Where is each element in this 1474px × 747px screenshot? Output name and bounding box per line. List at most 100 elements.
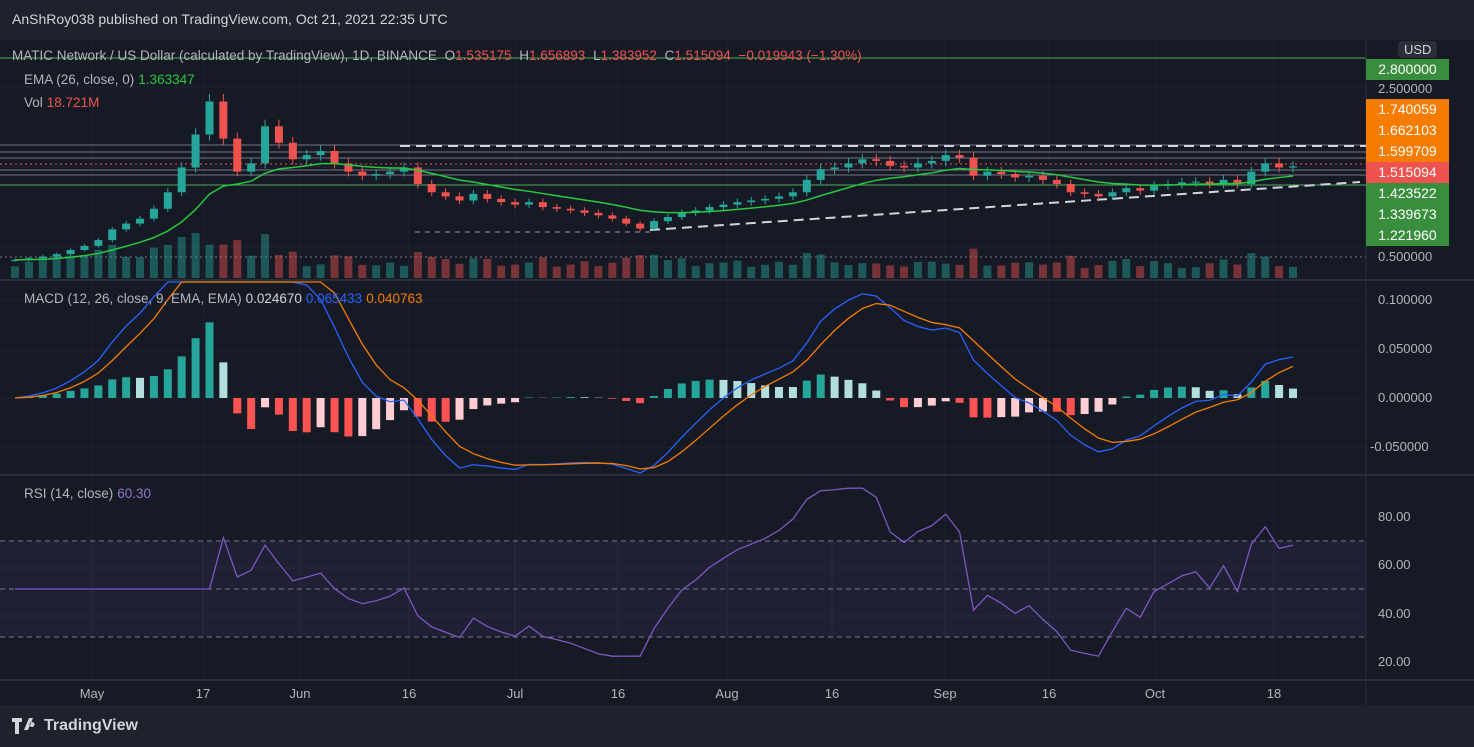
candle-body <box>1177 182 1186 184</box>
macd-histogram-bar <box>247 398 256 429</box>
macd-histogram-bar <box>955 398 964 403</box>
candle-body <box>38 256 47 259</box>
macd-histogram-bar <box>1136 394 1145 398</box>
volume-bar <box>358 264 367 278</box>
volume-bar <box>344 256 353 278</box>
candle-body <box>1066 184 1075 193</box>
candle-body <box>483 193 492 199</box>
candle-body <box>872 159 881 161</box>
macd-histogram-bar <box>524 397 533 398</box>
price-label: 1.423522 <box>1366 183 1449 204</box>
macd-histogram-bar <box>636 398 645 404</box>
macd-value: 0.065433 <box>305 291 363 306</box>
price-label: 1.740059 <box>1366 99 1449 120</box>
volume-bar <box>622 257 631 278</box>
candle-body <box>261 126 270 164</box>
macd-histogram-bar <box>80 388 89 398</box>
chart-canvas[interactable] <box>0 40 1474 705</box>
macd-histogram-bar <box>1025 398 1034 413</box>
ema-line <box>14 162 1294 261</box>
volume-bar <box>663 259 672 278</box>
macd-histogram-bar <box>900 398 909 408</box>
volume-legend[interactable]: Vol 18.721M <box>24 95 103 110</box>
candle-body <box>983 171 992 176</box>
candle-body <box>1052 179 1061 184</box>
volume-bar <box>524 262 533 278</box>
rsi-tick: 40.00 <box>1378 606 1411 621</box>
macd-legend[interactable]: MACD (12, 26, close, 9, EMA, EMA) 0.02467… <box>24 291 427 306</box>
macd-histogram-bar <box>441 398 450 422</box>
macd-histogram-bar <box>497 398 506 404</box>
macd-histogram-bar <box>302 398 311 433</box>
volume-bar <box>80 255 89 278</box>
candle-body <box>274 126 283 143</box>
rsi-legend[interactable]: RSI (14, close) 60.30 <box>24 486 155 501</box>
volume-bar <box>1038 264 1047 278</box>
macd-histogram-bar <box>511 398 520 403</box>
currency-button[interactable]: USD <box>1398 41 1438 58</box>
macd-histogram-bar <box>886 398 895 401</box>
volume-bar <box>1108 260 1117 278</box>
ema-legend[interactable]: EMA (26, close, 0) 1.363347 <box>24 72 199 87</box>
candle-body <box>247 163 256 172</box>
volume-bar <box>1205 263 1214 278</box>
candle-body <box>552 207 561 209</box>
volume-bar <box>1289 266 1297 278</box>
chart-area[interactable]: MATIC Network / US Dollar (calculated by… <box>0 40 1474 705</box>
volume-bar <box>1150 261 1159 278</box>
candle-body <box>233 138 242 172</box>
tradingview-logo[interactable]: TradingView <box>0 705 1474 747</box>
volume-bar <box>636 255 645 278</box>
macd-histogram-bar <box>677 383 686 398</box>
candle-body <box>788 192 797 197</box>
volume-bar <box>247 255 256 278</box>
price-label: 1.599709 <box>1366 141 1449 162</box>
candle-body <box>1247 171 1256 184</box>
volume-bar <box>66 255 75 278</box>
candle-body <box>66 250 75 255</box>
volume-bar <box>608 262 617 278</box>
candle-body <box>497 198 506 203</box>
macd-histogram-bar <box>344 398 353 437</box>
macd-histogram-bar <box>719 379 728 398</box>
volume-bar <box>1094 264 1103 278</box>
macd-histogram-bar <box>205 322 214 398</box>
volume-bar <box>733 260 742 278</box>
macd-histogram-bar <box>983 398 992 418</box>
macd-histogram-bar <box>136 377 145 398</box>
candle-body <box>11 259 19 261</box>
date-tick: Jun <box>289 686 311 701</box>
price-label: 2.800000 <box>1366 59 1449 80</box>
rsi-tick: 20.00 <box>1378 654 1411 669</box>
volume-bar <box>1191 267 1200 278</box>
candle-body <box>608 215 617 219</box>
volume-bar <box>900 266 909 278</box>
volume-bar <box>1233 264 1242 278</box>
publish-text: AnShRoy038 published on TradingView.com,… <box>12 11 448 27</box>
candle-body <box>80 245 89 250</box>
candle-body <box>524 202 533 205</box>
candle-body <box>177 167 186 193</box>
candle-body <box>594 212 603 216</box>
volume-bar <box>1011 262 1020 278</box>
volume-bar <box>677 258 686 278</box>
macd-histogram-bar <box>1205 390 1214 398</box>
macd-histogram-bar <box>233 398 242 414</box>
candle-body <box>566 208 575 211</box>
macd-histogram-bar <box>372 398 381 430</box>
candle-body <box>719 204 728 208</box>
candle-body <box>1011 174 1020 178</box>
macd-histogram-bar <box>705 379 714 398</box>
volume-bar <box>136 257 145 278</box>
macd-histogram-bar <box>622 398 631 401</box>
macd-hist-value: 0.024670 <box>245 291 302 306</box>
volume-bar <box>538 257 547 278</box>
candle-body <box>858 159 867 164</box>
candle-body <box>302 155 311 160</box>
open-value: 1.535175 <box>455 48 512 63</box>
candle-body <box>733 202 742 205</box>
volume-bar <box>872 263 881 278</box>
volume-bar <box>52 255 61 278</box>
macd-histogram-bar <box>1122 396 1131 398</box>
volume-bar <box>997 265 1006 278</box>
